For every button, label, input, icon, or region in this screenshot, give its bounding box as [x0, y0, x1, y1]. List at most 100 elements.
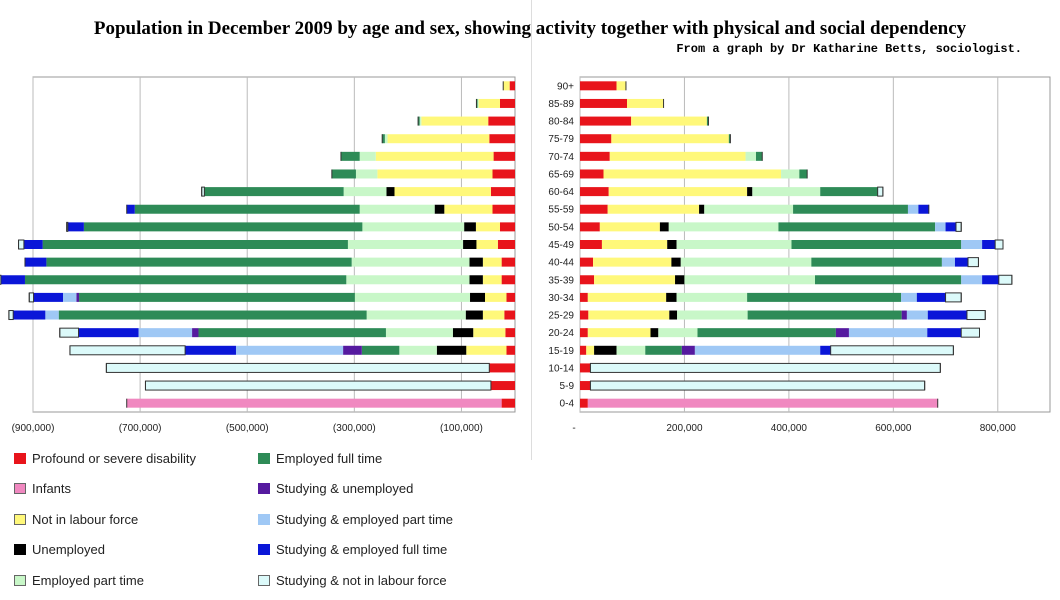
- left-bar-studying-and-not-in-labour-force: [144, 380, 492, 391]
- legend-item-studying-and-employed-full-time: Studying & employed full time: [258, 542, 447, 558]
- left-bar-profound-or-severe-disability: [492, 204, 515, 214]
- left-bar-studying-and-employed-full-time: [33, 292, 63, 302]
- age-group-label: 10-14: [548, 363, 574, 374]
- right-bar-not-in-labour-force: [607, 204, 700, 214]
- right-bar-employed-full-time: [747, 292, 902, 302]
- left-x-tick-label: (500,000): [226, 423, 269, 434]
- right-bar-studying-and-employed-full-time: [820, 345, 831, 355]
- left-bar-studying-and-not-in-labour-force: [0, 274, 2, 285]
- left-bar-not-in-labour-force: [377, 169, 493, 179]
- left-bar-employed-full-time: [476, 98, 478, 108]
- left-bar-not-in-labour-force: [375, 151, 494, 161]
- age-group-label: 5-9: [560, 381, 575, 392]
- right-bar-unemployed: [666, 292, 677, 302]
- age-group-label: 75-79: [548, 134, 574, 145]
- legend-label: Studying & unemployed: [276, 481, 414, 496]
- left-x-tick-label: (900,000): [12, 423, 55, 434]
- left-bar-studying-and-employed-full-time: [78, 328, 139, 338]
- age-group-label: 35-39: [548, 275, 574, 286]
- right-bar-employed-full-time: [793, 204, 908, 214]
- left-bar-employed-full-time: [79, 292, 355, 302]
- right-bar-unemployed: [671, 257, 681, 267]
- right-bar-employed-full-time: [728, 134, 731, 144]
- left-bar-employed-full-time: [46, 257, 352, 267]
- right-x-tick-label: 200,000: [666, 423, 703, 434]
- age-group-label: 70-74: [548, 152, 574, 163]
- age-group-label: 20-24: [548, 328, 574, 339]
- right-bar-employed-full-time: [747, 310, 902, 320]
- left-bar-employed-full-time: [58, 310, 367, 320]
- right-bar-not-in-labour-force: [588, 310, 670, 320]
- right-bar-employed-part-time: [745, 151, 756, 161]
- age-group-label: 0-4: [560, 399, 575, 410]
- left-bar-profound-or-severe-disability: [492, 169, 515, 179]
- left-bar-employed-part-time: [343, 187, 387, 197]
- legend-item-employed-part-time: Employed part time: [14, 572, 144, 588]
- legend-item-studying-and-not-in-labour-force: Studying & not in labour force: [258, 572, 447, 588]
- left-x-tick-label: (300,000): [333, 423, 376, 434]
- left-bar-profound-or-severe-disability: [506, 292, 515, 302]
- left-bar-not-in-labour-force: [476, 240, 498, 249]
- left-bar-employed-part-time: [354, 292, 471, 302]
- right-bar-unemployed: [747, 187, 753, 197]
- right-bar-employed-part-time: [676, 240, 792, 249]
- legend-swatch: [14, 513, 26, 525]
- left-bar-profound-or-severe-disability: [500, 222, 515, 232]
- age-group-label: 90+: [557, 81, 574, 92]
- left-bar-employed-full-time: [331, 169, 356, 179]
- age-group-label: 50-54: [548, 222, 574, 233]
- left-bar-unemployed: [434, 204, 445, 214]
- right-bar-profound-or-severe-disability: [580, 240, 602, 249]
- right-bar-not-in-labour-force: [611, 134, 729, 144]
- left-bar-studying-and-unemployed: [343, 345, 362, 355]
- left-bar-employed-part-time: [346, 275, 470, 285]
- legend-item-studying-and-unemployed: Studying & unemployed: [258, 481, 413, 497]
- left-bar-studying-and-employed-part-time: [45, 310, 59, 320]
- left-bar-profound-or-severe-disability: [501, 275, 515, 285]
- right-bar-infants: [587, 398, 938, 408]
- left-bar-studying-and-unemployed: [76, 292, 80, 302]
- left-bar-employed-full-time: [134, 204, 360, 214]
- right-bar-not-in-labour-force: [616, 81, 626, 91]
- left-bar-profound-or-severe-disability: [500, 98, 515, 108]
- right-bar-not-in-labour-force: [627, 98, 664, 108]
- right-bar-employed-part-time: [676, 292, 748, 302]
- right-bar-not-in-labour-force: [586, 345, 595, 355]
- left-bar-unemployed: [463, 240, 477, 249]
- left-bar-not-in-labour-force: [503, 81, 510, 91]
- right-bar-unemployed: [675, 275, 685, 285]
- right-bar-studying-and-employed-part-time: [961, 275, 983, 285]
- left-bar-employed-full-time: [42, 240, 348, 249]
- left-bar-employed-part-time: [359, 204, 435, 214]
- right-bar-studying-and-not-in-labour-force: [994, 239, 1004, 250]
- left-bar-profound-or-severe-disability: [497, 240, 515, 249]
- left-bar-not-in-labour-force: [485, 292, 507, 302]
- right-bar-employed-full-time: [755, 151, 763, 161]
- right-bar-studying-and-employed-part-time: [907, 204, 919, 214]
- left-bar-studying-and-employed-part-time: [235, 345, 344, 355]
- right-bar-profound-or-severe-disability: [580, 116, 632, 126]
- right-bar-studying-and-employed-full-time: [927, 310, 967, 320]
- right-bar-employed-full-time: [706, 116, 709, 126]
- right-bar-employed-full-time: [778, 222, 936, 232]
- left-bar-employed-part-time: [399, 345, 437, 355]
- left-bar-employed-full-time: [204, 187, 344, 197]
- right-bar-employed-full-time: [799, 169, 808, 179]
- right-bar-not-in-labour-force: [587, 292, 667, 302]
- left-bar-employed-full-time: [382, 134, 385, 144]
- left-bar-employed-full-time: [361, 345, 400, 355]
- left-bar-studying-and-employed-part-time: [62, 292, 77, 302]
- right-bar-not-in-labour-force: [608, 187, 748, 197]
- right-bar-profound-or-severe-disability: [580, 222, 600, 232]
- left-bar-profound-or-severe-disability: [501, 398, 515, 408]
- right-bar-not-in-labour-force: [603, 169, 782, 179]
- age-group-label: 60-64: [548, 187, 574, 198]
- right-bar-not-in-labour-force: [587, 328, 651, 338]
- legend-swatch: [258, 513, 270, 525]
- right-bar-employed-part-time: [704, 204, 794, 214]
- left-bar-employed-full-time: [24, 275, 347, 285]
- left-bar-studying-and-not-in-labour-force: [8, 310, 14, 321]
- right-bar-not-in-labour-force: [601, 240, 668, 249]
- left-bar-unemployed: [436, 345, 467, 355]
- right-bar-studying-and-employed-part-time: [901, 292, 917, 302]
